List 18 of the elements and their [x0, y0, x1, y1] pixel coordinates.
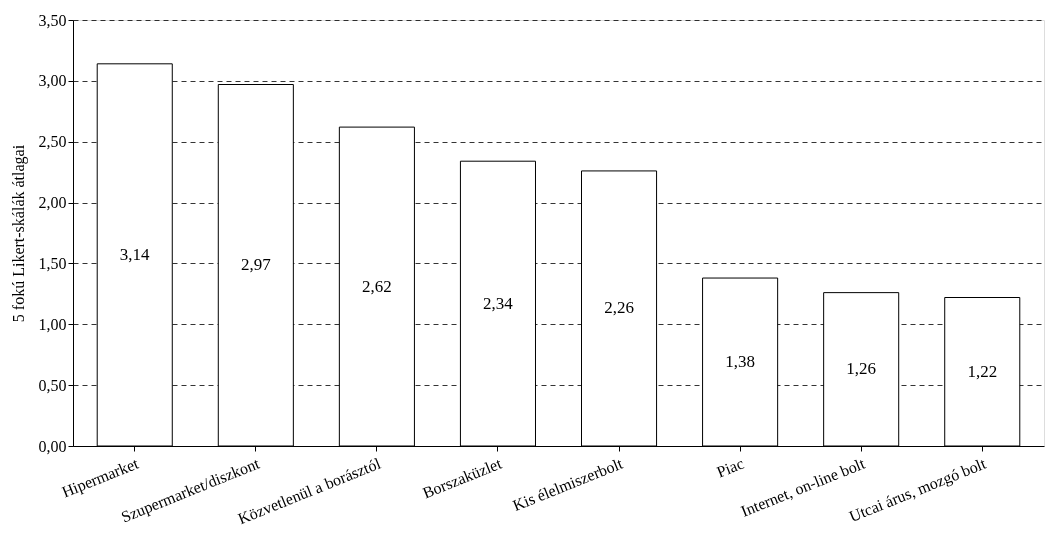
y-tick-label: 0,00 — [38, 437, 67, 455]
y-tick-label: 1,00 — [38, 315, 67, 333]
y-tick-label: 1,50 — [38, 254, 67, 272]
data-label: 1,22 — [967, 361, 998, 381]
y-tick-label: 3,50 — [38, 11, 67, 29]
data-label: 1,38 — [725, 352, 755, 372]
data-label: 2,97 — [240, 255, 272, 275]
data-label: 2,26 — [604, 298, 634, 318]
y-tick-label: 0,50 — [38, 376, 67, 394]
x-tick-label: Piac — [714, 454, 747, 481]
data-label: 3,14 — [119, 244, 151, 264]
data-label: 2,34 — [483, 293, 514, 313]
y-tick-label: 3,00 — [38, 72, 67, 90]
y-tick-label: 2,00 — [38, 194, 67, 212]
y-axis-title: 5 fokú Likert-skálák átlagai — [9, 144, 28, 323]
data-label: 1,26 — [846, 359, 877, 379]
y-tick-label: 2,50 — [38, 133, 67, 151]
data-label: 2,62 — [362, 276, 392, 296]
